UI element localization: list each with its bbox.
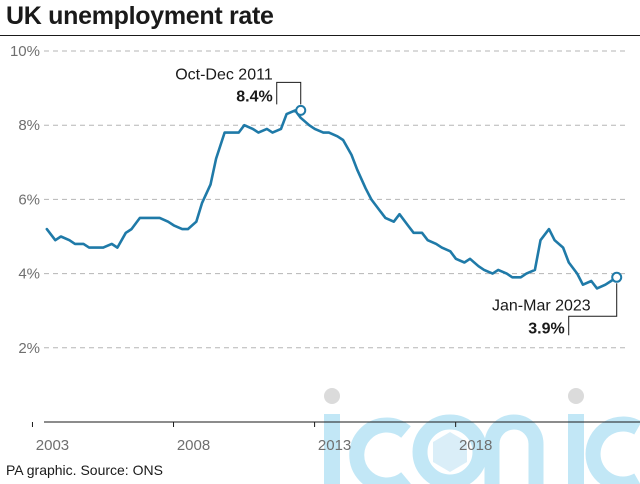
- x-tick-label: 2008: [177, 437, 210, 454]
- x-tick-label: 2013: [318, 437, 351, 454]
- title-divider: [0, 35, 640, 36]
- y-tick-label: 6%: [18, 191, 40, 208]
- y-tick-label: 2%: [18, 340, 40, 357]
- y-tick-label: 8%: [18, 117, 40, 134]
- chart-title: UK unemployment rate: [6, 2, 274, 30]
- x-tick-label: 2018: [459, 437, 492, 454]
- y-tick-label: 4%: [18, 266, 40, 283]
- source-credit: PA graphic. Source: ONS: [6, 462, 163, 478]
- annotation-latest-value: 3.9%: [528, 320, 564, 337]
- annotation-peak-value: 8.4%: [236, 88, 272, 105]
- peak-marker: [295, 104, 307, 116]
- annotation-connector: [568, 283, 618, 336]
- x-tick-label: 2003: [36, 437, 69, 454]
- unemployment-series-line: [45, 109, 618, 290]
- latest-marker: [611, 271, 623, 283]
- y-tick-label: 10%: [10, 43, 40, 60]
- annotation-latest-label: Jan-Mar 2023: [492, 297, 591, 314]
- annotation-peak-label: Oct-Dec 2011: [175, 66, 273, 83]
- annotation-connector: [276, 81, 302, 105]
- iconic-watermark: [324, 388, 640, 484]
